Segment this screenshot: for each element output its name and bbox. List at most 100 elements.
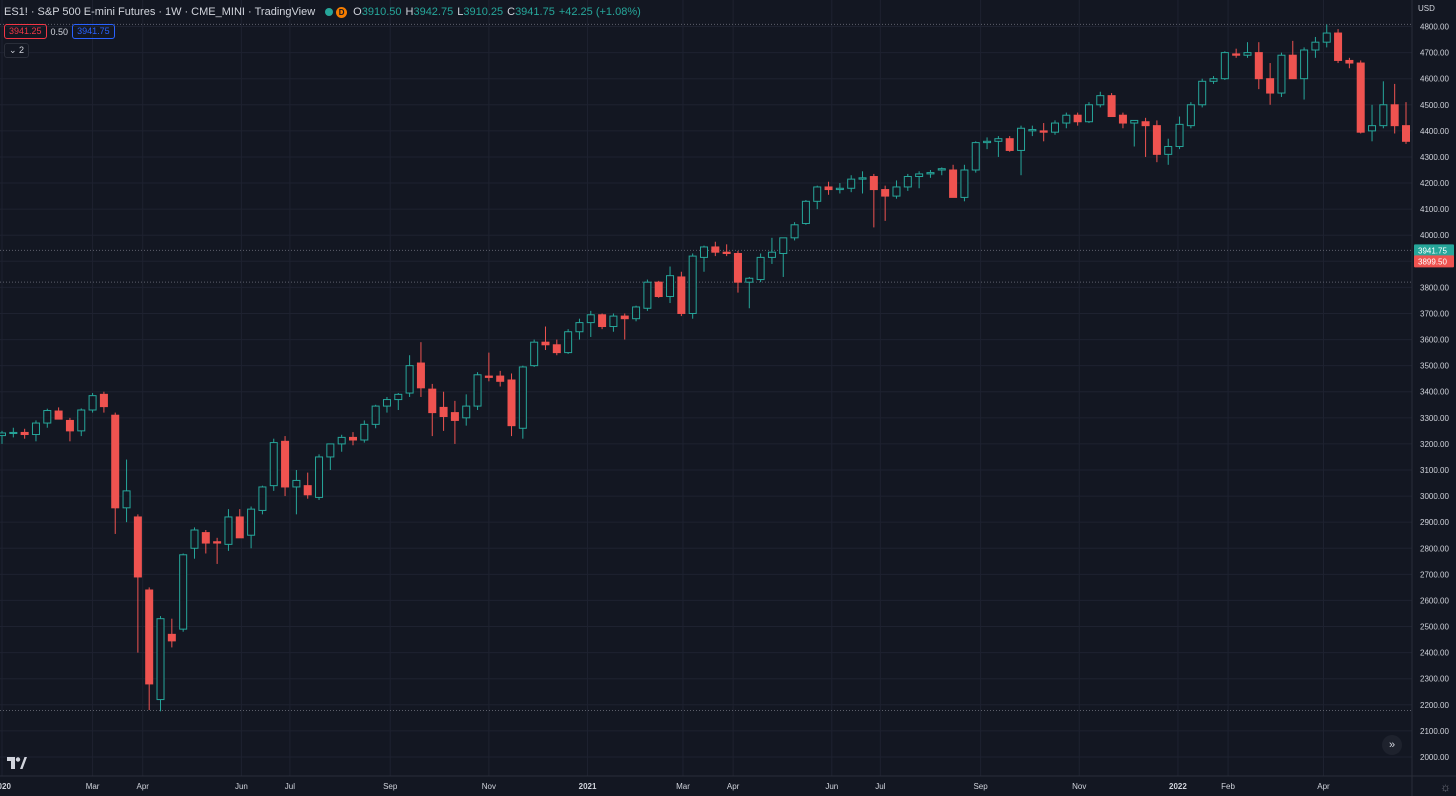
candle-body[interactable]: [439, 406, 448, 418]
candle-body[interactable]: [65, 419, 74, 432]
candle-body[interactable]: [1051, 122, 1059, 133]
candle-body[interactable]: [1334, 32, 1343, 61]
candle-body[interactable]: [575, 322, 584, 333]
candle-body[interactable]: [1220, 52, 1229, 80]
interval-label[interactable]: 1W: [165, 6, 182, 18]
candle-body[interactable]: [349, 436, 357, 441]
candle-body[interactable]: [756, 256, 765, 281]
candle-body[interactable]: [326, 443, 335, 458]
candle-body[interactable]: [847, 178, 856, 189]
candle-body[interactable]: [507, 379, 516, 427]
symbol-ticker[interactable]: ES1!: [4, 6, 28, 18]
candle-body[interactable]: [1005, 138, 1014, 151]
candle-body[interactable]: [960, 169, 969, 198]
candle-body[interactable]: [983, 140, 992, 144]
candle-body[interactable]: [77, 409, 86, 432]
candle-body[interactable]: [405, 365, 414, 394]
candle-body[interactable]: [145, 589, 154, 685]
candle-body[interactable]: [1288, 54, 1297, 80]
candle-body[interactable]: [915, 173, 924, 178]
candle-body[interactable]: [881, 189, 890, 197]
candle-body[interactable]: [937, 168, 946, 171]
candle-body[interactable]: [1141, 121, 1150, 127]
candle-body[interactable]: [1254, 52, 1263, 80]
candle-body[interactable]: [1266, 78, 1275, 94]
candle-body[interactable]: [518, 366, 527, 429]
candle-body[interactable]: [1402, 125, 1410, 142]
candle-body[interactable]: [1300, 49, 1309, 80]
candle-body[interactable]: [462, 405, 471, 419]
candle-body[interactable]: [598, 314, 607, 328]
candle-body[interactable]: [824, 186, 833, 191]
candle-body[interactable]: [869, 176, 878, 191]
candle-body[interactable]: [541, 341, 550, 346]
candle-body[interactable]: [688, 255, 697, 314]
candle-body[interactable]: [1379, 104, 1388, 127]
candle-body[interactable]: [111, 414, 120, 509]
candle-body[interactable]: [1107, 95, 1116, 118]
candle-body[interactable]: [745, 277, 754, 283]
candle-body[interactable]: [473, 374, 482, 407]
candle-body[interactable]: [530, 341, 539, 367]
candle-body[interactable]: [360, 423, 369, 441]
candle-body[interactable]: [609, 315, 618, 328]
candle-body[interactable]: [711, 246, 720, 253]
buy-button[interactable]: 3941.75: [72, 24, 115, 39]
candle-body[interactable]: [337, 436, 346, 445]
candle-body[interactable]: [586, 314, 595, 324]
candle-body[interactable]: [20, 431, 29, 436]
candle-body[interactable]: [235, 516, 244, 539]
candle-body[interactable]: [620, 315, 629, 320]
candle-body[interactable]: [167, 633, 176, 642]
candle-body[interactable]: [1356, 62, 1365, 133]
candle-body[interactable]: [258, 486, 267, 511]
candle-body[interactable]: [767, 251, 776, 258]
candle-body[interactable]: [303, 485, 312, 496]
candle-body[interactable]: [224, 516, 233, 545]
candle-body[interactable]: [382, 399, 391, 407]
tradingview-logo-icon[interactable]: [7, 757, 27, 769]
candle-body[interactable]: [700, 246, 708, 258]
candle-body[interactable]: [1209, 78, 1218, 82]
candle-body[interactable]: [1118, 114, 1127, 124]
candle-body[interactable]: [1130, 119, 1139, 124]
candle-body[interactable]: [1368, 125, 1377, 132]
candle-body[interactable]: [1277, 54, 1286, 94]
candle-body[interactable]: [1345, 59, 1354, 64]
candle-body[interactable]: [394, 393, 403, 401]
candle-body[interactable]: [450, 412, 459, 421]
candle-body[interactable]: [190, 529, 199, 549]
candle-body[interactable]: [43, 410, 52, 424]
candle-body[interactable]: [9, 431, 18, 434]
candle-body[interactable]: [1062, 114, 1071, 124]
candle-body[interactable]: [1096, 95, 1105, 106]
candle-body[interactable]: [269, 442, 278, 487]
candle-body[interactable]: [1198, 80, 1207, 106]
candle-body[interactable]: [779, 237, 788, 254]
candle-body[interactable]: [1390, 104, 1399, 127]
candle-body[interactable]: [484, 375, 493, 378]
candle-body[interactable]: [1311, 41, 1320, 51]
candle-body[interactable]: [247, 508, 256, 536]
candle-body[interactable]: [292, 479, 301, 488]
candle-body[interactable]: [892, 186, 901, 197]
candle-body[interactable]: [315, 456, 324, 498]
candle-body[interactable]: [666, 275, 675, 298]
candle-body[interactable]: [949, 169, 958, 198]
candle-body[interactable]: [733, 252, 742, 283]
candle-body[interactable]: [801, 200, 810, 224]
candle-body[interactable]: [31, 422, 40, 436]
candle-body[interactable]: [99, 393, 108, 408]
candle-body[interactable]: [835, 187, 844, 191]
candle-body[interactable]: [371, 405, 380, 425]
candle-body[interactable]: [88, 395, 97, 411]
candle-body[interactable]: [179, 554, 188, 630]
candle-body[interactable]: [1152, 125, 1161, 155]
candle-body[interactable]: [1073, 114, 1082, 123]
indicators-toggle-button[interactable]: ⌄ 2: [4, 43, 30, 58]
candle-body[interactable]: [643, 281, 652, 309]
candle-body[interactable]: [496, 375, 505, 382]
currency-label[interactable]: USD: [1418, 4, 1435, 13]
candle-body[interactable]: [677, 276, 686, 314]
